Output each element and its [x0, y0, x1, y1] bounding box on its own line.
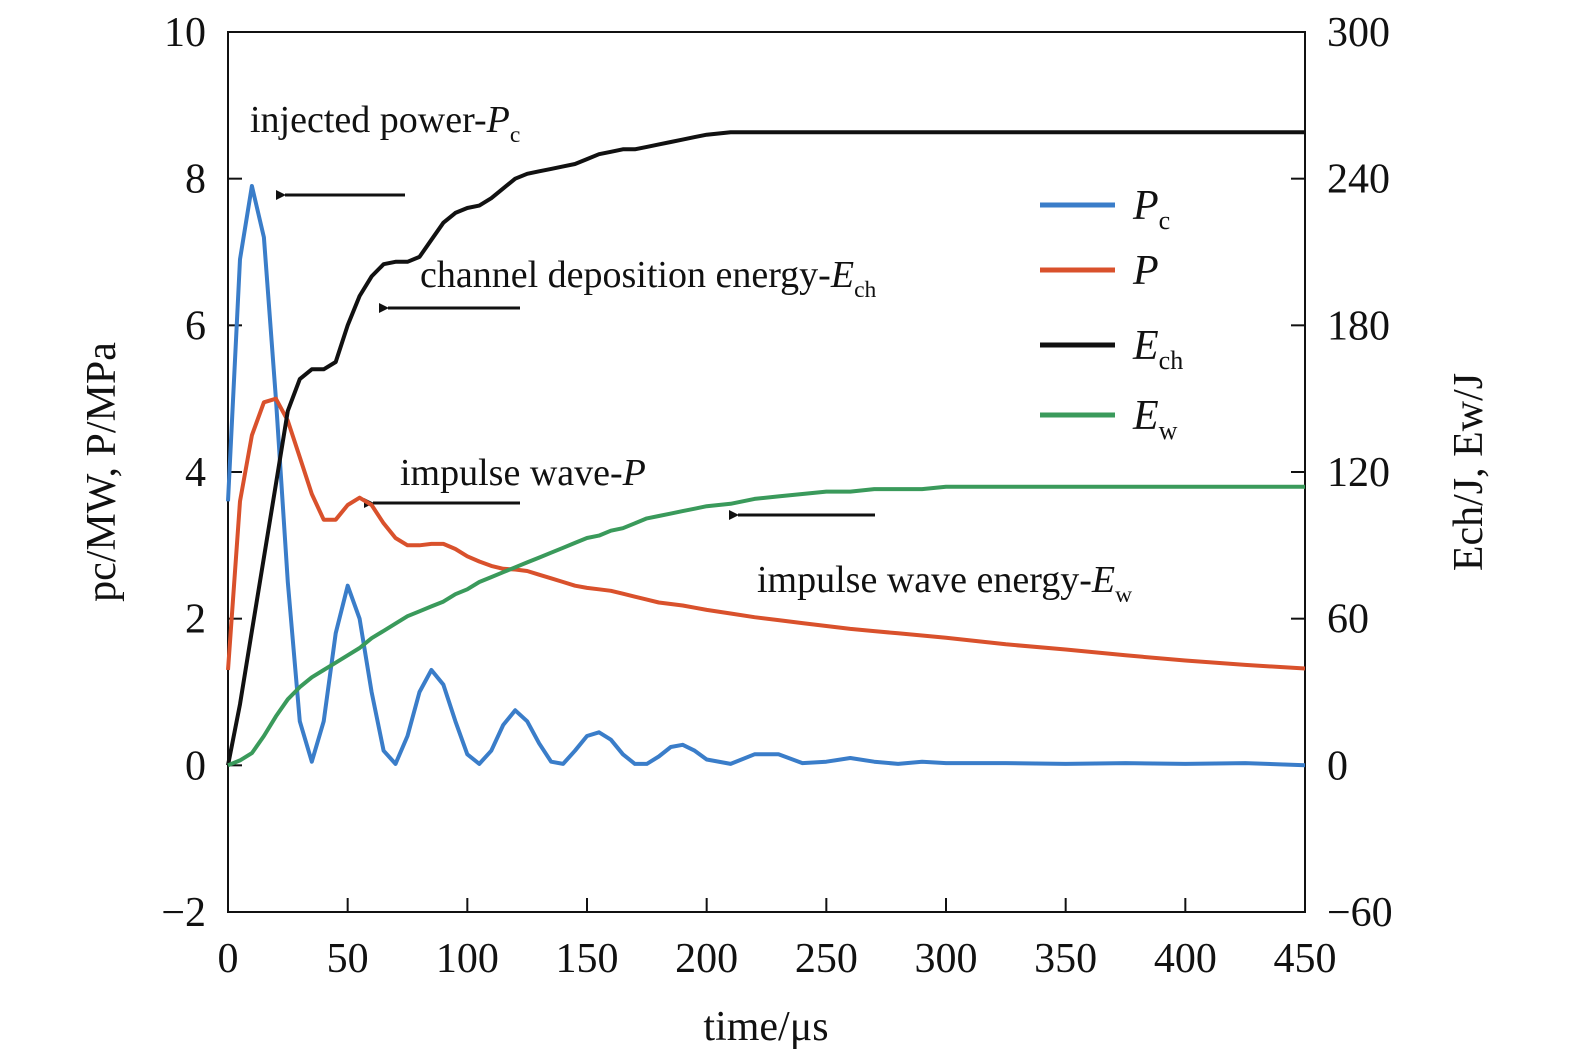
plot-frame: [227, 31, 1306, 913]
x-tick-label: 200: [675, 936, 738, 982]
x-tick-label: 350: [1034, 936, 1097, 982]
y-tick-label: 0: [185, 743, 206, 789]
y2-tick-label: 180: [1327, 303, 1390, 349]
annotation: impulse wave-P: [400, 452, 646, 494]
x-tick-label: 450: [1274, 936, 1337, 982]
y-tick-label: 8: [185, 157, 206, 203]
x-tick-label: 100: [436, 936, 499, 982]
y-axis-label: pc/MW, P/MPa: [79, 342, 125, 602]
x-tick-label: 150: [556, 936, 619, 982]
y2-tick-label: 60: [1327, 597, 1369, 643]
series-line: [226, 396, 1306, 671]
annotation: impulse wave energy-Ew: [757, 559, 1132, 608]
x-tick-label: 250: [795, 936, 858, 982]
series-line: [227, 484, 1305, 768]
series-line: [226, 130, 1305, 766]
legend-label: Ech: [1132, 323, 1183, 375]
arrows: [276, 190, 875, 520]
y2-tick-label: −60: [1327, 890, 1393, 936]
y-tick-label: 10: [164, 10, 206, 56]
y-tick-label: 4: [185, 450, 206, 496]
y-tick-label: 6: [185, 303, 206, 349]
y2-tick-label: 120: [1327, 450, 1390, 496]
x-tick-label: 0: [218, 936, 239, 982]
y-tick-label: −2: [161, 890, 206, 936]
legend-label: Ew: [1132, 393, 1178, 445]
y2-axis-label: Ech/J, Ew/J: [1446, 373, 1492, 571]
legend-label: Pc: [1132, 183, 1170, 235]
y2-tick-label: 300: [1327, 10, 1390, 56]
x-tick-label: 300: [915, 936, 978, 982]
y2-tick-label: 240: [1327, 157, 1390, 203]
annotation: channel deposition energy-Ech: [420, 254, 877, 303]
annotation: injected power-Pc: [250, 99, 520, 148]
y-tick-label: 2: [185, 597, 206, 643]
x-tick-label: 400: [1154, 936, 1217, 982]
series-line: [226, 184, 1306, 768]
x-tick-label: 50: [327, 936, 369, 982]
legend-label: P: [1132, 248, 1159, 294]
y2-tick-label: 0: [1327, 743, 1348, 789]
x-axis-label: time/μs: [703, 1004, 828, 1050]
